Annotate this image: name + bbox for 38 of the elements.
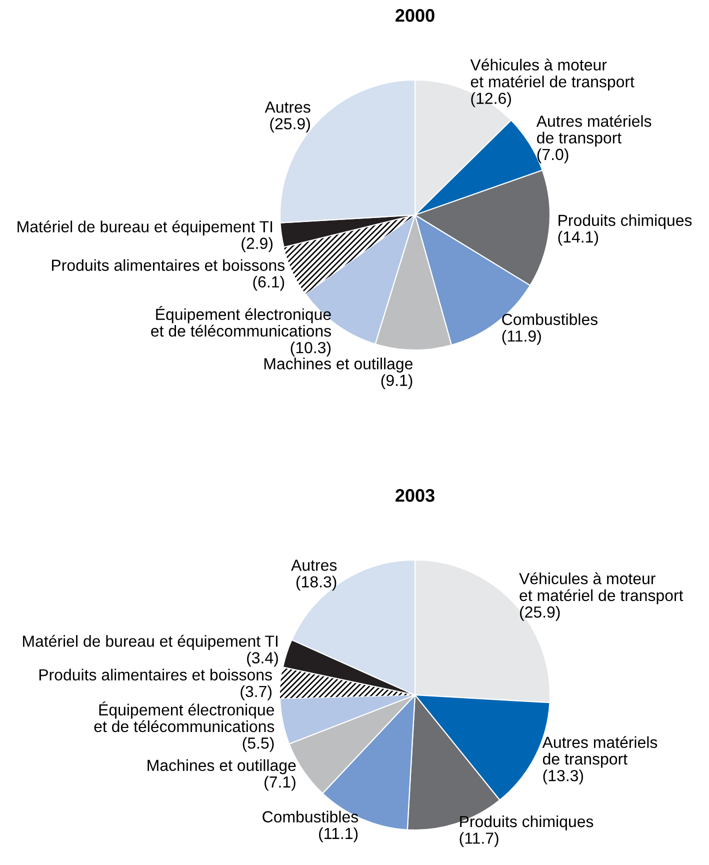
slice-label: Autres matériels de transport	[536, 114, 652, 147]
slice-label: Combustibles	[262, 810, 358, 822]
data-label: (25.9)	[520, 606, 560, 621]
data-label: (5.5)	[242, 737, 274, 752]
slice-label: Matériel de bureau et équipement TI	[23, 634, 278, 650]
slice-label: Autres	[291, 560, 337, 571]
data-label: (7.0)	[537, 148, 568, 164]
data-label: (18.3)	[296, 576, 336, 591]
data-label: (11.9)	[502, 330, 541, 345]
slice-label: Véhicules à moteur et matériel de transport	[519, 572, 684, 604]
data-label: (3.7)	[240, 685, 272, 700]
slice-label: Véhicules à moteur et matériel de transport	[470, 58, 634, 91]
data-label: (7.1)	[264, 776, 296, 791]
data-label: (12.6)	[471, 92, 511, 108]
slice-label: Produits alimentaires et boissons	[39, 668, 272, 681]
data-label: (9.1)	[381, 374, 412, 390]
chart-title: 2003	[396, 489, 434, 502]
data-label: (10.3)	[290, 342, 331, 356]
slice-label: Autres matériels de transport	[542, 736, 658, 768]
data-label: (14.1)	[558, 230, 598, 246]
slice-label: Autres	[264, 102, 310, 113]
data-label: (25.9)	[270, 118, 310, 133]
data-label: (2.9)	[242, 237, 273, 252]
chart-title: 2000	[396, 9, 434, 22]
data-label: (6.1)	[253, 276, 284, 291]
data-label: (11.7)	[460, 832, 498, 847]
data-label: (11.1)	[319, 827, 358, 842]
slice-label: Combustibles	[502, 313, 598, 326]
data-label: (3.4)	[247, 652, 278, 667]
slice-label: Machines et outillage	[264, 358, 412, 373]
slice-label: Machines et outillage	[148, 759, 296, 774]
slice-label: Matériel de bureau et équipement TI	[18, 220, 272, 236]
slice-label: Équipement électronique et de télécommunications	[94, 702, 274, 732]
data-label: (13.3)	[543, 770, 584, 784]
slice-label: Produits chimiques	[558, 214, 692, 230]
slice-label: Produits alimentaires et boissons	[52, 259, 285, 271]
slice-label: Produits chimiques	[460, 815, 594, 830]
slice-label: Équipement électronique et de télécommunications	[151, 306, 331, 337]
